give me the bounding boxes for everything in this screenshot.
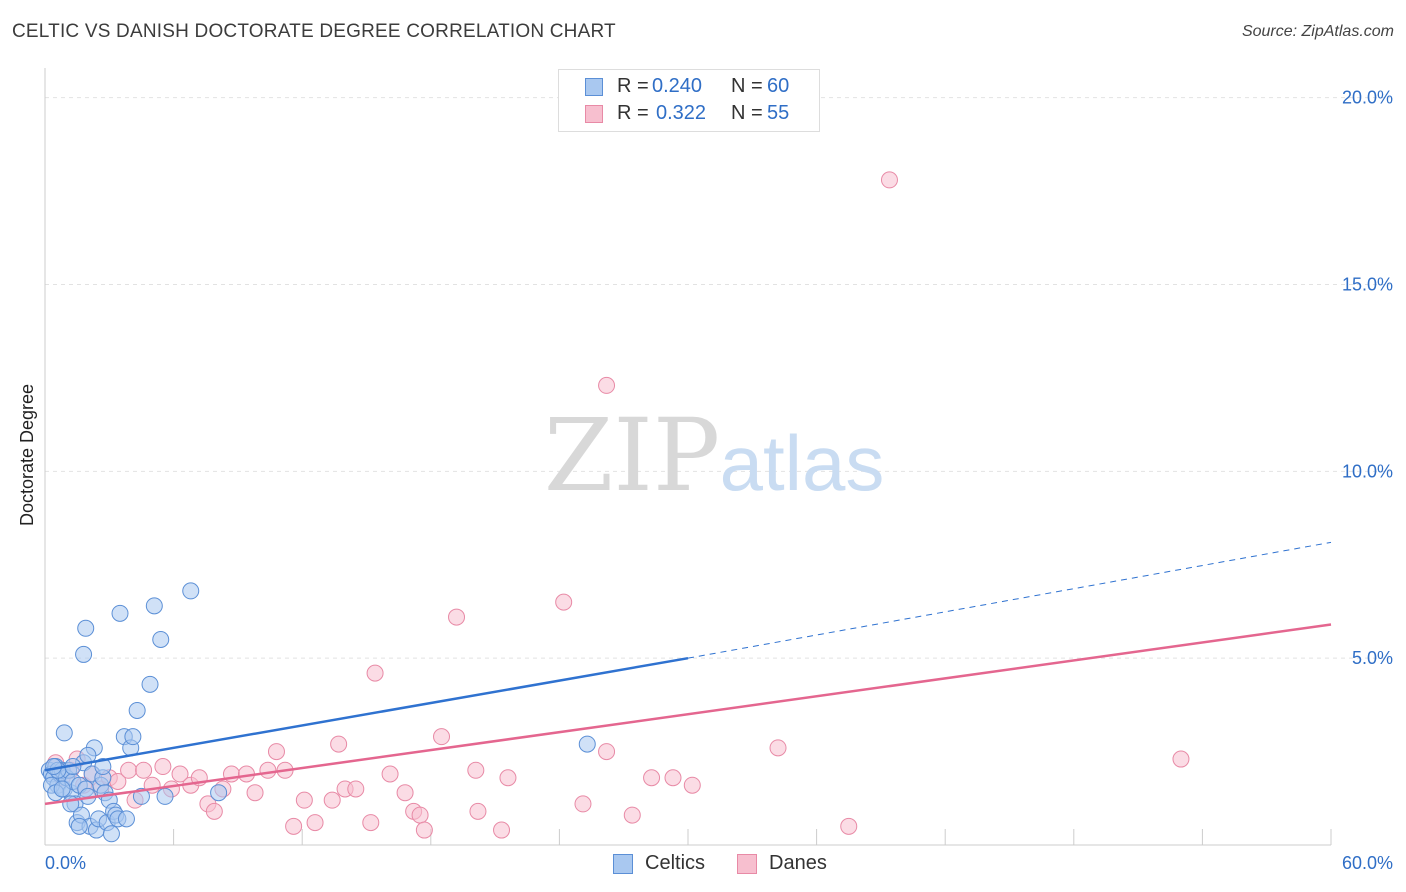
danes-trend-line — [44, 623, 1332, 806]
watermark-zip: ZIP — [544, 397, 720, 514]
celtics-point — [128, 701, 146, 719]
celtics-point — [141, 675, 159, 693]
danes-point — [555, 593, 573, 611]
legend-label: Celtics — [645, 852, 706, 874]
danes-point — [330, 735, 348, 753]
danes-point — [683, 776, 701, 794]
gridlines — [45, 97, 1390, 659]
danes-point — [448, 608, 466, 626]
celtics-trend-extension — [687, 541, 1332, 659]
source-label: Source: ZipAtlas.com — [1241, 23, 1394, 40]
danes-point — [880, 171, 898, 189]
celtics-point — [145, 597, 163, 615]
y-tick-label-15: 15.0% — [1342, 275, 1393, 295]
danes-point — [295, 791, 313, 809]
celtics-points — [40, 582, 596, 843]
trend-lines — [44, 541, 1332, 806]
celtics-point — [102, 825, 120, 843]
celtics-point — [75, 645, 93, 663]
y-tick-label-20: 20.0% — [1342, 88, 1393, 108]
danes-point — [285, 817, 303, 835]
danes-point — [323, 791, 341, 809]
danes-point — [259, 761, 277, 779]
celtics-point — [53, 780, 71, 798]
r-value: 0.322 — [656, 102, 707, 124]
danes-point — [171, 765, 189, 783]
danes-point — [467, 761, 485, 779]
danes-point — [366, 664, 384, 682]
danes-point — [362, 814, 380, 832]
celtics-point — [182, 582, 200, 600]
watermark: ZIP atlas — [544, 397, 885, 514]
danes-point — [347, 780, 365, 798]
tick-labels: 5.0% 10.0% 15.0% 20.0% 0.0% 60.0% — [45, 88, 1393, 873]
x-tick-label-60: 60.0% — [1342, 853, 1393, 873]
danes-point — [415, 821, 433, 839]
danes-point — [411, 806, 429, 824]
danes-point — [135, 761, 153, 779]
celtics-point — [117, 810, 135, 828]
danes-point — [493, 821, 511, 839]
danes-point — [469, 802, 487, 820]
danes-point — [643, 769, 661, 787]
celtics-point — [210, 784, 228, 802]
chart-title: CELTIC VS DANISH DOCTORATE DEGREE CORREL… — [12, 21, 616, 42]
celtics-point — [132, 787, 150, 805]
danes-point — [154, 758, 172, 776]
danes-point — [840, 817, 858, 835]
danes-point — [381, 765, 399, 783]
danes-legend-swatch — [737, 854, 757, 874]
danes-point — [623, 806, 641, 824]
danes-point — [120, 761, 138, 779]
celtics-point — [111, 604, 129, 622]
danes-point — [499, 769, 517, 787]
watermark-atlas: atlas — [720, 419, 885, 507]
n-value: 60 — [767, 75, 790, 97]
danes-point — [267, 743, 285, 761]
celtics-swatch — [585, 78, 603, 96]
celtics-point — [124, 728, 142, 746]
danes-point — [598, 376, 616, 394]
x-tick-label-0: 0.0% — [45, 853, 86, 873]
axes — [44, 68, 1332, 846]
celtics-point — [156, 787, 174, 805]
celtics-point — [55, 724, 73, 742]
danes-point — [769, 739, 787, 757]
danes-point — [664, 769, 682, 787]
celtics-point — [94, 758, 112, 776]
danes-point — [205, 802, 223, 820]
y-tick-label-5: 5.0% — [1352, 648, 1393, 668]
celtics-point — [70, 817, 88, 835]
celtics-point — [77, 619, 95, 637]
r-label: R = — [617, 102, 649, 124]
danes-point — [598, 743, 616, 761]
y-tick-label-10: 10.0% — [1342, 461, 1393, 481]
r-value: 0.240 — [652, 75, 703, 97]
r-label: R = — [617, 75, 649, 97]
danes-point — [306, 814, 324, 832]
n-label: N = — [731, 75, 763, 97]
celtics-trend-line — [44, 656, 689, 772]
danes-point — [396, 784, 414, 802]
celtics-point — [578, 735, 596, 753]
danes-point — [433, 728, 451, 746]
y-axis-label: Doctorate Degree — [17, 384, 37, 526]
danes-point — [1172, 750, 1190, 768]
legend-label: Danes — [769, 852, 827, 874]
n-value: 55 — [767, 102, 790, 124]
danes-point — [574, 795, 592, 813]
n-label: N = — [731, 102, 763, 124]
celtics-point — [152, 630, 170, 648]
danes-points — [47, 171, 1190, 839]
celtics-legend-swatch — [613, 854, 633, 874]
danes-swatch — [585, 105, 603, 123]
stats-legend: R = 0.240 N = 60 R = 0.322 N = 55 — [558, 69, 820, 132]
danes-point — [246, 784, 264, 802]
